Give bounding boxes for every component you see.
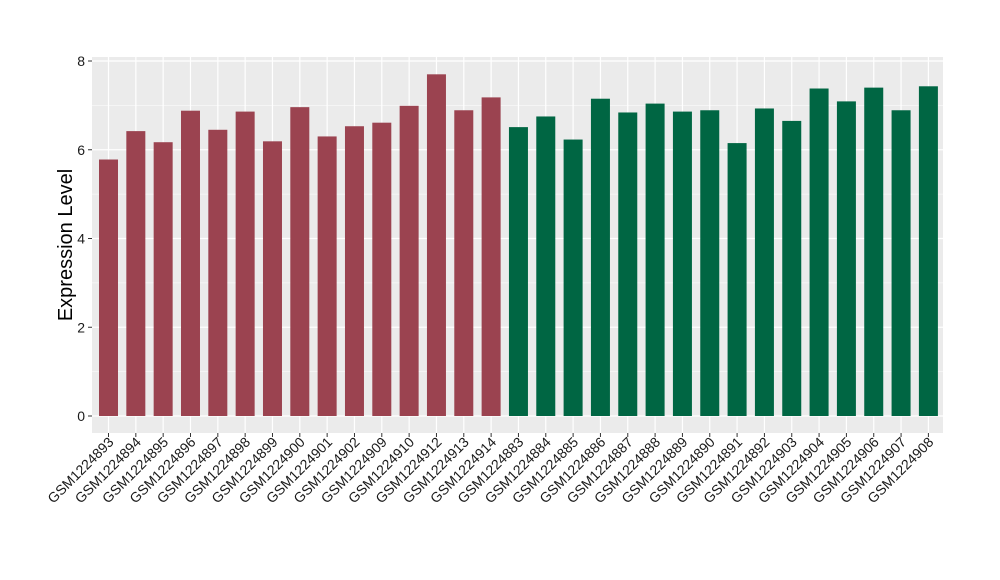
y-tick-label: 6 xyxy=(77,142,85,158)
bar xyxy=(235,111,255,417)
bar xyxy=(645,103,665,416)
bar xyxy=(809,88,829,416)
bar xyxy=(864,87,884,416)
bar xyxy=(126,131,146,417)
bar xyxy=(399,105,419,416)
bar xyxy=(180,110,200,416)
bar xyxy=(700,110,720,416)
bar xyxy=(344,126,364,416)
bar xyxy=(317,136,337,416)
x-axis: GSM1224893GSM1224894GSM1224895GSM1224896… xyxy=(44,433,937,506)
y-tick-label: 2 xyxy=(77,319,85,335)
bar xyxy=(372,122,392,417)
bar xyxy=(508,127,528,417)
y-tick-label: 8 xyxy=(77,53,85,69)
bar xyxy=(563,139,583,416)
y-axis: 0 2 4 6 8 xyxy=(77,53,92,424)
bar xyxy=(672,111,692,417)
bar xyxy=(727,143,747,416)
y-tick-label: 4 xyxy=(77,231,85,247)
y-tick-label: 0 xyxy=(77,408,85,424)
bar xyxy=(618,112,638,416)
bar xyxy=(918,86,938,416)
bar xyxy=(836,101,856,416)
bar xyxy=(208,129,228,416)
bar xyxy=(536,116,556,416)
bar xyxy=(481,97,501,416)
bar xyxy=(454,110,474,416)
bar xyxy=(590,98,610,416)
bar xyxy=(754,108,774,416)
bar xyxy=(782,120,802,416)
bar xyxy=(153,142,173,417)
bar-series xyxy=(99,74,938,417)
y-axis-title: Expression Level xyxy=(55,169,77,321)
bar xyxy=(891,110,911,416)
bar xyxy=(426,74,446,416)
bar xyxy=(99,159,118,416)
bar xyxy=(262,141,282,416)
bar xyxy=(290,107,310,417)
